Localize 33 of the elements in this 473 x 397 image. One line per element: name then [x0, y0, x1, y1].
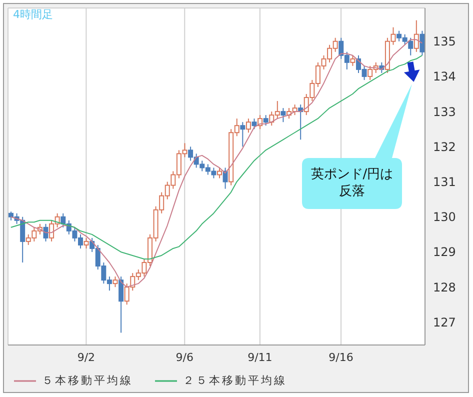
y-tick-label: 130 [433, 210, 456, 224]
x-tick-label: 9/6 [176, 350, 194, 364]
candlestick [118, 276, 124, 334]
y-tick-label: 132 [433, 140, 456, 154]
candlestick [84, 237, 89, 249]
x-tick-label: 9/16 [328, 350, 354, 364]
y-tick-label: 129 [433, 245, 456, 260]
candlestick [280, 108, 286, 123]
candlestick [43, 223, 48, 242]
line-series [10, 54, 423, 260]
y-tick-label: 134 [433, 70, 456, 84]
y-tick-label: 127 [433, 315, 456, 330]
annotation: 英ポンド/円は [310, 167, 394, 182]
x-tick-label: 9/11 [248, 350, 272, 364]
y-tick-label: 135 [433, 34, 456, 49]
candlestick [222, 167, 228, 190]
y-tick-label: 131 [433, 175, 456, 190]
candlestick [240, 122, 246, 148]
candlestick [350, 54, 356, 66]
candlestick [252, 118, 257, 130]
candlestick [112, 276, 118, 288]
x-tick-label: 9/2 [77, 350, 96, 364]
legend-label: ２５本移動平均線 [183, 373, 287, 388]
candlestick [263, 114, 268, 126]
candlestick [420, 30, 425, 56]
y-tick-label: 128 [433, 280, 456, 294]
annotation: 反落 [339, 184, 365, 199]
y-tick-label: 133 [433, 104, 456, 119]
candlestick [414, 20, 419, 52]
legend-label: ５本移動平均線 [42, 373, 133, 388]
candlestick [246, 118, 251, 134]
candlestick [217, 167, 222, 179]
chart-title: 4時間足 [13, 7, 53, 22]
